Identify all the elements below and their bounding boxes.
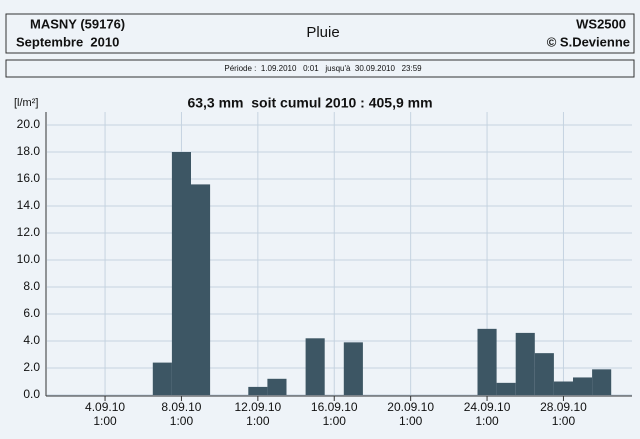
x-tick-label: 20.09.10 1:00 [387,400,434,428]
bar [515,332,535,395]
bar [592,369,612,395]
device: WS2500 [576,16,626,31]
y-tick-label: 2.0 [23,360,40,374]
bar [573,377,593,395]
x-tick-label: 8.09.10 1:00 [161,400,201,428]
bar [171,152,191,395]
y-tick-label: 6.0 [23,306,40,320]
bar [553,381,573,395]
station: MASNY (59176) [30,16,125,31]
y-tick-label: 12.0 [17,225,41,239]
y-tick-label: 8.0 [23,279,40,293]
x-tick-label: 24.09.10 1:00 [464,400,511,428]
y-tick-label: 16.0 [17,171,41,185]
x-tick-label: 4.09.10 1:00 [85,400,125,428]
bar [267,378,287,395]
bar [343,342,363,395]
period: Période : 1.09.2010 0:01 jusqu'à 30.09.2… [224,64,422,73]
bar [305,338,325,395]
bar [496,382,516,395]
chart-title: Pluie [306,24,339,41]
y-axis-label: [l/m²] [14,97,38,109]
bar [152,362,172,395]
bar [477,328,497,395]
y-tick-label: 18.0 [17,144,41,158]
bar [191,184,211,395]
x-tick-label: 12.09.10 1:00 [234,400,281,428]
credit: © S.Devienne [547,34,630,49]
y-tick-label: 0.0 [23,387,40,401]
annotation: 63,3 mm soit cumul 2010 : 405,9 mm [187,95,432,111]
x-tick-label: 28.09.10 1:00 [540,400,587,428]
header-box [5,13,635,54]
x-tick-label: 16.09.10 1:00 [311,400,358,428]
y-tick-label: 20.0 [17,117,41,131]
period-box [5,59,635,78]
y-tick-label: 10.0 [17,252,41,266]
bar [534,353,554,395]
y-tick-label: 4.0 [23,333,40,347]
subtitle: Septembre 2010 [16,34,119,49]
y-tick-label: 14.0 [17,198,41,212]
bar [248,386,268,395]
